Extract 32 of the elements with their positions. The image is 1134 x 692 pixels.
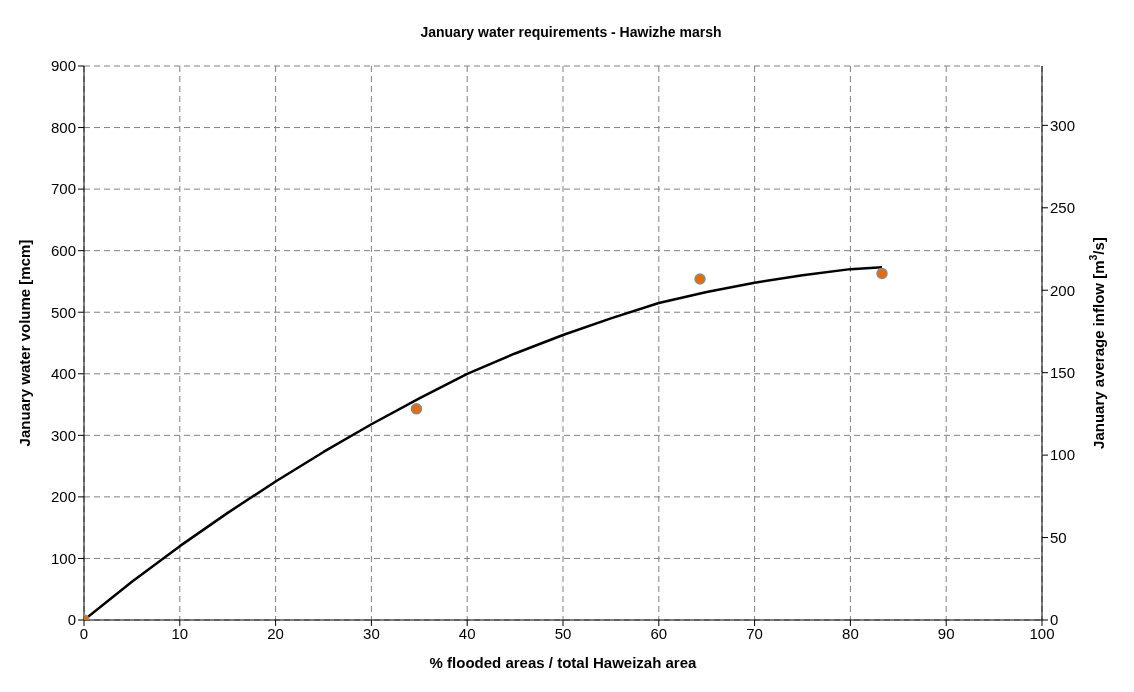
y2-tick-label: 100	[1050, 446, 1076, 464]
y-axis-title: January water volume [mcm]	[15, 239, 33, 447]
x-axis-title: % flooded areas / total Haweizah area	[429, 654, 698, 671]
x-tick-label: 20	[267, 624, 284, 642]
y-tick-label: 0	[67, 611, 76, 629]
y-tick-label: 100	[50, 549, 76, 567]
x-tick-label: 40	[458, 624, 476, 642]
point	[876, 267, 888, 280]
x-tick-label: 80	[842, 624, 859, 642]
x-tick-label: 10	[171, 624, 189, 642]
y-tick-label: 700	[50, 180, 76, 198]
y2-tick-label: 200	[1050, 281, 1076, 299]
x-tick-label: 70	[746, 624, 763, 642]
chart-title: January water requirements - Hawizhe marsh	[419, 24, 723, 40]
y2-tick-label: 250	[1050, 199, 1076, 217]
x-tick-label: 0	[79, 624, 89, 642]
y-tick-label: 600	[50, 241, 76, 259]
y-tick-label: 300	[50, 426, 76, 444]
x-tick-label: 60	[650, 624, 668, 642]
y2-tick-label: 50	[1050, 528, 1067, 546]
point	[410, 403, 423, 415]
point	[694, 273, 706, 285]
y-tick-label: 200	[50, 488, 76, 506]
y-tick-label: 800	[50, 118, 76, 136]
y2-tick-label: 300	[1050, 116, 1076, 134]
y2-tick-label: 150	[1050, 364, 1076, 381]
y-tick-label: 500	[50, 303, 76, 321]
x-tick-label: 50	[554, 624, 572, 642]
x-tick-label: 30	[363, 624, 380, 642]
y-tick-label: 400	[50, 365, 76, 383]
y-tick-label: 900	[50, 57, 76, 75]
x-tick-label: 90	[937, 624, 955, 642]
